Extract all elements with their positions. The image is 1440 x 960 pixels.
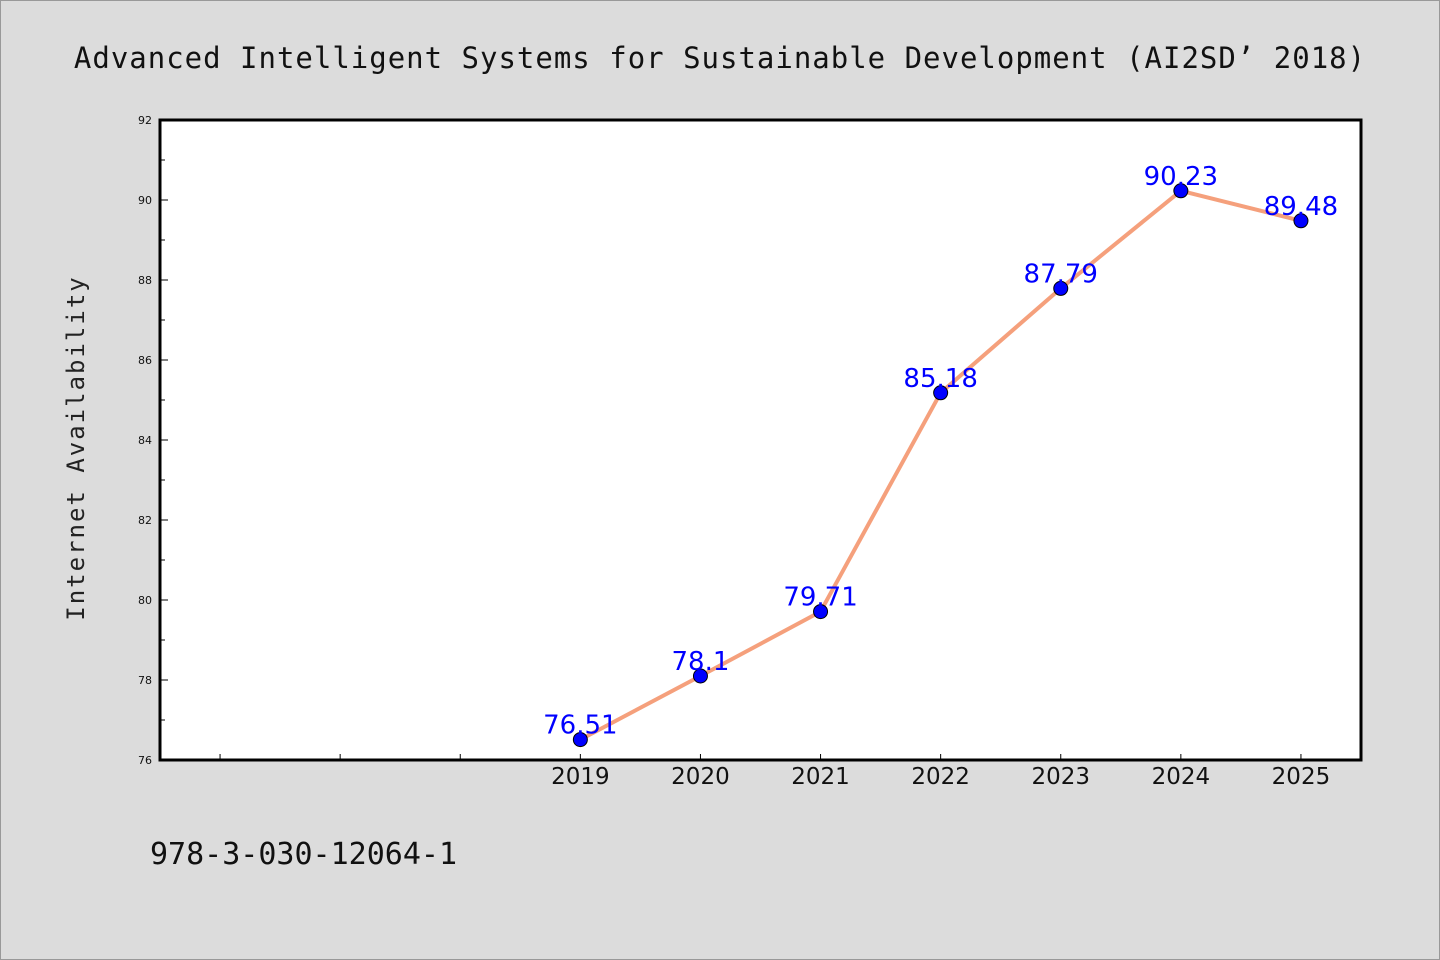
x-tick-label: 2024	[1152, 764, 1211, 790]
data-point	[1173, 183, 1189, 199]
y-tick-label: 84	[138, 434, 152, 447]
x-tick-label: 2020	[671, 764, 730, 790]
isbn-footer: 978-3-030-12064-1	[150, 837, 457, 872]
data-point	[813, 604, 829, 620]
y-tick-label: 82	[138, 514, 152, 527]
chart-title: Advanced Intelligent Systems for Sustain…	[74, 41, 1366, 75]
data-label: 90.23	[1144, 162, 1218, 192]
data-label: 87.79	[1024, 259, 1098, 289]
data-point	[572, 732, 588, 748]
x-tick-label: 2022	[911, 764, 970, 790]
y-tick-label: 76	[138, 754, 152, 767]
series-layer: 76.51 78.1 79.71 85.18 87.79 90.23 89.48	[543, 162, 1338, 748]
y-tick-label: 92	[138, 114, 152, 127]
data-point	[1293, 213, 1309, 229]
data-point	[933, 385, 949, 401]
x-axis: 2019 2020 2021 2022 2023 2024 2025	[219, 754, 1331, 790]
data-label: 89.48	[1264, 192, 1338, 222]
y-tick-label: 88	[138, 274, 152, 287]
data-point	[1053, 280, 1069, 296]
x-tick-label: 2025	[1272, 764, 1331, 790]
y-axis: 76 78 80 82 84 86 88 90 92	[138, 114, 168, 767]
y-tick-label: 78	[138, 674, 152, 687]
x-tick-label: 2021	[791, 764, 850, 790]
y-tick-label: 80	[138, 594, 152, 607]
data-label: 85.18	[903, 364, 977, 394]
data-point	[692, 668, 708, 684]
data-label: 78.1	[672, 647, 730, 677]
data-label: 76.51	[543, 711, 617, 741]
plot-area	[158, 118, 1363, 762]
x-tick-label: 2019	[551, 764, 610, 790]
y-axis-label: Internet Availability	[62, 275, 90, 620]
data-label: 79.71	[783, 583, 857, 613]
y-tick-label: 90	[138, 194, 152, 207]
x-tick-label: 2023	[1031, 764, 1090, 790]
y-tick-label: 86	[138, 354, 152, 367]
